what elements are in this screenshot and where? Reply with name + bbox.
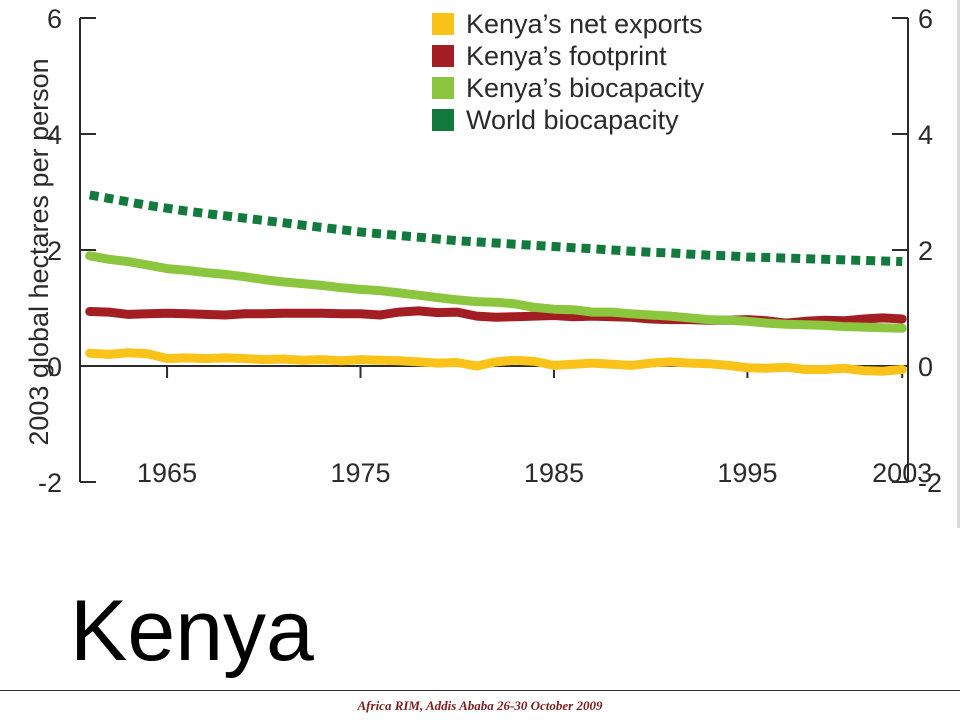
- legend-swatch-2: [432, 77, 454, 99]
- y-tick-label-left: 6: [47, 4, 62, 34]
- y-tick-label-right: -2: [918, 468, 942, 498]
- y-tick-label-right: 4: [918, 120, 933, 150]
- y-tick-label-left: -2: [38, 468, 62, 498]
- footer-bar: Africa RIM, Addis Ababa 26-30 October 20…: [0, 690, 960, 720]
- series-line-3: [88, 190, 903, 267]
- plot-area: [85, 190, 907, 376]
- x-tick-label: 1965: [137, 458, 197, 488]
- legend-label-2: Kenya’s biocapacity: [466, 73, 705, 103]
- series-line-0: [85, 348, 907, 376]
- legend-swatch-3: [432, 109, 454, 131]
- chart-axes: -2 -2 0 0 2 2 4 4 6 6 1965 1975 1985 1995 2003: [38, 4, 942, 498]
- legend-label-3: World biocapacity: [466, 105, 679, 135]
- y-tick-label-left: 0: [47, 352, 62, 382]
- legend-swatch-0: [432, 13, 454, 35]
- y-axis-title: 2003 global hectares per person: [24, 58, 54, 445]
- x-tick-label: 1975: [330, 458, 390, 488]
- legend-label-0: Kenya’s net exports: [466, 9, 703, 39]
- y-tick-label-left: 4: [47, 120, 62, 150]
- y-tick-label-right: 0: [918, 352, 933, 382]
- series-line-2: [85, 251, 907, 333]
- x-tick-label: 1995: [717, 458, 777, 488]
- footprint-chart: -2 -2 0 0 2 2 4 4 6 6 1965 1975 1985 1995 2003 Kenya’s…: [24, 0, 960, 528]
- y-tick-label-left: 2: [47, 236, 62, 266]
- legend-label-1: Kenya’s footprint: [466, 41, 667, 71]
- footer-text: Africa RIM, Addis Ababa 26-30 October 20…: [357, 698, 603, 713]
- y-tick-label-right: 2: [918, 236, 933, 266]
- slide-edge: [957, 0, 960, 528]
- x-tick-label: 2003: [872, 458, 932, 488]
- legend-swatch-1: [432, 45, 454, 67]
- slide-title: Kenya: [70, 583, 314, 679]
- x-tick-label: 1985: [524, 458, 584, 488]
- y-tick-label-right: 6: [918, 4, 933, 34]
